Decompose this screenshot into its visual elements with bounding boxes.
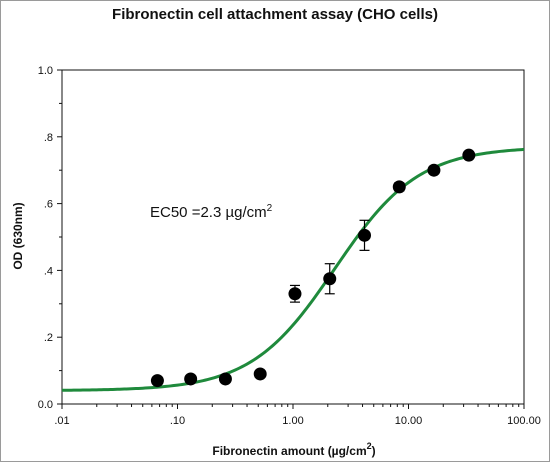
data-point <box>184 372 198 386</box>
x-axis-label-close: ) <box>372 444 376 458</box>
y-axis-label: OD (630nm) <box>11 202 25 269</box>
axes <box>61 69 525 405</box>
plot-area-border <box>61 69 525 405</box>
y-tick-label: 1.0 <box>38 65 53 77</box>
chart-title: Fibronectin cell attachment assay (CHO c… <box>112 6 438 23</box>
y-tick-label: .6 <box>44 199 53 211</box>
ticks: .01 .10 1.00 10.00 100.00 0.0 .2 .4 .6 .8 1.0 <box>38 65 541 427</box>
x-tick-label: 1.00 <box>282 415 303 427</box>
y-tick-label: 0.0 <box>38 399 53 411</box>
data-point <box>288 287 302 301</box>
ec50-annotation-text: EC50 =2.3 µg/cm <box>150 204 267 221</box>
x-axis-label-sup: 2 <box>367 441 372 451</box>
x-axis-label: Fibronectin amount (µg/cm2) <box>212 441 375 458</box>
data-point <box>358 228 372 242</box>
fit-curve <box>61 147 525 392</box>
data-point <box>150 374 164 388</box>
data-point <box>427 163 441 177</box>
data-point <box>323 272 337 286</box>
data-point <box>253 367 267 381</box>
data-point <box>392 180 406 194</box>
data-point <box>218 372 232 386</box>
x-axis-label-text: Fibronectin amount (µg/cm <box>212 444 366 458</box>
y-tick-label: .2 <box>44 332 53 344</box>
y-tick-label: .4 <box>44 265 53 277</box>
x-tick-label: .10 <box>170 415 185 427</box>
x-tick-label: .01 <box>54 415 69 427</box>
ec50-annotation-sup: 2 <box>267 203 273 214</box>
data-point <box>462 148 476 162</box>
y-tick-label: .8 <box>44 132 53 144</box>
x-tick-label: 10.00 <box>395 415 423 427</box>
data-points <box>150 148 476 388</box>
ec50-annotation: EC50 =2.3 µg/cm2 <box>150 203 273 221</box>
x-tick-label: 100.00 <box>507 415 541 427</box>
